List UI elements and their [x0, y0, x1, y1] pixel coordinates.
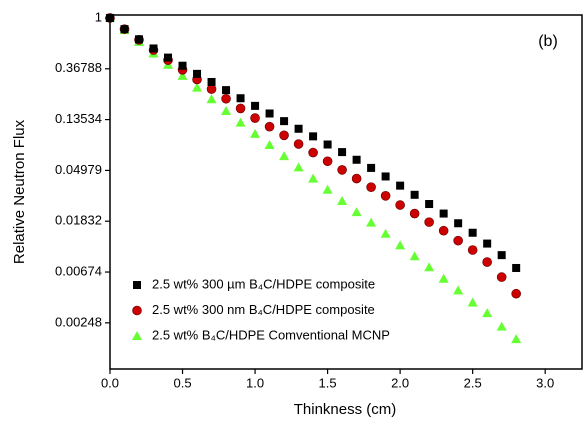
marker-triangle: [395, 240, 406, 250]
y-tick-label: 0.00674: [55, 263, 102, 278]
x-tick-label: 2.0: [391, 375, 409, 390]
y-tick-label: 0.13534: [55, 111, 102, 126]
marker-square: [439, 209, 448, 218]
marker-circle: [293, 139, 304, 149]
marker-square: [425, 200, 434, 209]
marker-circle: [482, 257, 492, 267]
marker-triangle: [293, 162, 304, 172]
marker-circle: [235, 103, 246, 114]
marker-square: [381, 172, 390, 181]
legend-marker: [133, 281, 141, 289]
marker-triangle: [380, 228, 391, 238]
x-axis-title: Thinkness (cm): [294, 401, 397, 418]
plot-frame: [109, 14, 583, 370]
marker-circle: [453, 235, 463, 246]
marker-square: [164, 53, 173, 62]
y-axis-title: Relative Neutron Flux: [11, 119, 28, 264]
marker-square: [352, 155, 361, 164]
marker-circle: [322, 156, 333, 167]
marker-square: [294, 124, 303, 133]
marker-square: [323, 140, 332, 149]
marker-square: [236, 94, 245, 103]
marker-triangle: [250, 128, 261, 138]
annotation: (b): [538, 33, 558, 50]
marker-triangle: [192, 82, 203, 92]
marker-square: [454, 219, 463, 228]
marker-square: [149, 44, 158, 53]
marker-triangle: [337, 195, 348, 205]
marker-square: [120, 25, 129, 34]
marker-triangle: [351, 207, 362, 217]
marker-triangle: [177, 70, 188, 80]
marker-circle: [308, 147, 318, 158]
marker-triangle: [409, 251, 420, 261]
y-tick-label: 0.01832: [55, 213, 102, 228]
marker-square: [265, 109, 274, 118]
marker-circle: [366, 182, 376, 192]
marker-triangle: [279, 151, 290, 161]
legend-label: 2.5 wt% 300 µm B₄C/HDPE composite: [152, 276, 375, 291]
marker-triangle: [496, 321, 507, 331]
x-tick-label: 0.5: [173, 375, 191, 390]
marker-square: [512, 263, 521, 272]
marker-square: [468, 228, 477, 237]
marker-square: [178, 61, 187, 70]
marker-triangle: [453, 285, 464, 295]
marker-circle: [351, 173, 362, 184]
y-tick-label: 0.00248: [55, 314, 102, 329]
marker-triangle: [206, 94, 217, 104]
y-tick-label: 1: [95, 9, 102, 24]
marker-square: [367, 163, 376, 172]
marker-triangle: [366, 217, 377, 227]
marker-circle: [380, 191, 391, 201]
marker-circle: [279, 130, 289, 141]
marker-square: [497, 251, 506, 260]
marker-triangle: [322, 184, 333, 194]
marker-square: [193, 69, 202, 78]
x-tick-label: 2.5: [464, 375, 482, 390]
x-tick-label: 1.0: [246, 375, 264, 390]
marker-square: [338, 148, 347, 157]
marker-triangle: [438, 273, 449, 283]
marker-circle: [496, 272, 507, 282]
legend-label: 2.5 wt% B₄C/HDPE Comventional MCNP: [152, 327, 390, 342]
marker-square: [483, 239, 492, 248]
marker-square: [396, 181, 405, 190]
marker-square: [222, 86, 231, 95]
legend-marker: [132, 331, 142, 340]
marker-square: [207, 77, 216, 86]
marker-circle: [337, 165, 347, 175]
x-tick-label: 1.5: [319, 375, 337, 390]
legend-label: 2.5 wt% 300 nm B₄C/HDPE composite: [152, 302, 375, 317]
marker-circle: [264, 121, 275, 132]
x-tick-label: 3.0: [536, 375, 554, 390]
marker-triangle: [511, 334, 522, 344]
marker-circle: [250, 113, 260, 123]
marker-square: [106, 13, 114, 22]
marker-triangle: [235, 117, 246, 127]
marker-triangle: [308, 173, 319, 183]
marker-triangle: [221, 105, 232, 115]
marker-circle: [409, 208, 420, 219]
y-tick-label: 0.36788: [55, 60, 102, 75]
marker-circle: [424, 217, 434, 227]
x-tick-label: 0.0: [101, 375, 119, 390]
y-tick-label: 0.04979: [55, 162, 102, 177]
marker-circle: [467, 245, 478, 255]
marker-square: [135, 35, 144, 44]
marker-triangle: [424, 262, 435, 272]
marker-circle: [438, 225, 449, 236]
marker-square: [251, 101, 260, 110]
marker-circle: [395, 200, 405, 210]
marker-square: [280, 117, 289, 126]
marker-triangle: [467, 297, 478, 307]
marker-square: [410, 190, 419, 199]
marker-triangle: [482, 308, 493, 318]
marker-circle: [221, 93, 231, 104]
marker-triangle: [264, 139, 275, 149]
marker-square: [309, 132, 318, 141]
legend-marker: [132, 305, 142, 316]
marker-circle: [511, 288, 521, 299]
